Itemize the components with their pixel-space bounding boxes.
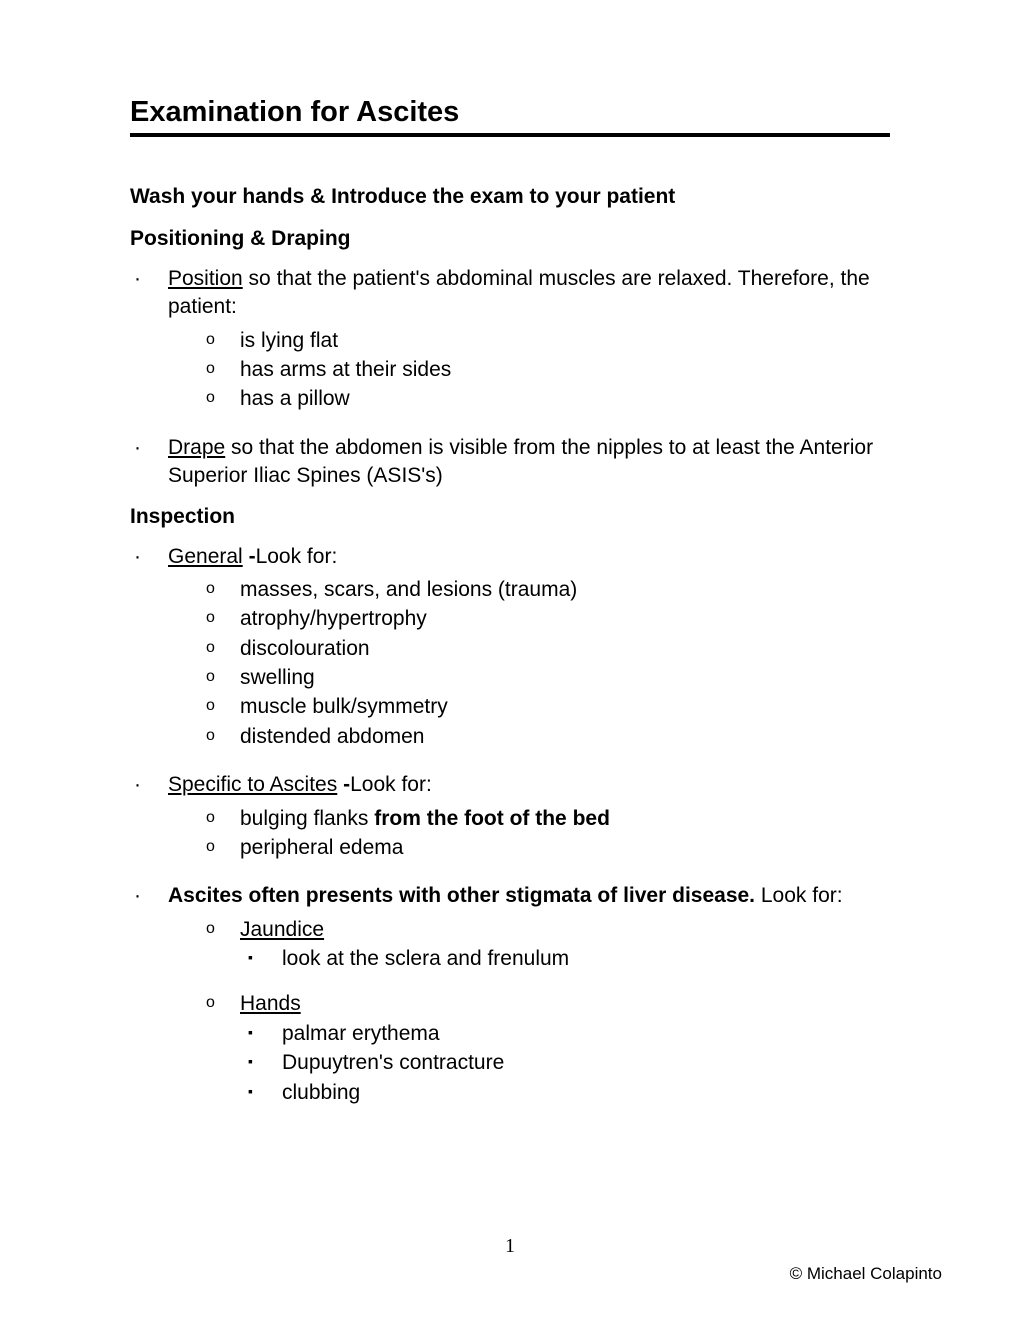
positioning-heading: Positioning & Draping bbox=[130, 227, 890, 251]
circle-bullet: o bbox=[206, 575, 240, 604]
bulging-bold: from the foot of the bed bbox=[374, 807, 610, 830]
stigmata-suffix: Look for: bbox=[761, 884, 843, 907]
circle-bullet: o bbox=[206, 915, 240, 944]
circle-bullet: o bbox=[206, 663, 240, 692]
bullet-text: Specific to Ascites -Look for: obulging … bbox=[168, 771, 890, 862]
bullet-text: Position so that the patient's abdominal… bbox=[168, 265, 890, 414]
list-item: ▪clubbing bbox=[168, 1078, 890, 1107]
general-suffix: Look for: bbox=[256, 545, 338, 568]
title-rule bbox=[130, 133, 890, 137]
list-item: ▪look at the sclera and frenulum bbox=[168, 944, 890, 973]
drape-label: Drape bbox=[168, 436, 225, 459]
page-number: 1 bbox=[0, 1235, 1020, 1258]
bullet-dot: · bbox=[134, 771, 168, 862]
copyright: © Michael Colapinto bbox=[790, 1264, 942, 1284]
circle-bullet: o bbox=[206, 604, 240, 633]
circle-bullet: o bbox=[206, 326, 240, 355]
circle-bullet: o bbox=[206, 384, 240, 413]
bullet-dot: · bbox=[134, 434, 168, 491]
circle-bullet: o bbox=[206, 634, 240, 663]
list-item: odistended abdomen bbox=[168, 722, 890, 751]
wash-heading: Wash your hands & Introduce the exam to … bbox=[130, 185, 890, 209]
bullet-text: Drape so that the abdomen is visible fro… bbox=[168, 434, 890, 491]
stigmata-sublist: oJaundice ▪look at the sclera and frenul… bbox=[168, 915, 890, 1107]
circle-bullet: o bbox=[206, 692, 240, 721]
stigmata-bold: Ascites often presents with other stigma… bbox=[168, 884, 755, 907]
hands-label: Hands bbox=[240, 992, 301, 1015]
list-item: obulging flanks from the foot of the bed bbox=[168, 804, 890, 833]
list-item: oJaundice bbox=[168, 915, 890, 944]
position-text: so that the patient's abdominal muscles … bbox=[168, 267, 870, 318]
list-item: ois lying flat bbox=[168, 326, 890, 355]
drape-bullet: · Drape so that the abdomen is visible f… bbox=[130, 434, 890, 491]
bullet-dot: · bbox=[134, 882, 168, 1107]
circle-bullet: o bbox=[206, 804, 240, 833]
list-item: odiscolouration bbox=[168, 634, 890, 663]
list-item: oswelling bbox=[168, 663, 890, 692]
position-label: Position bbox=[168, 267, 243, 290]
specific-label: Specific to Ascites bbox=[168, 773, 337, 796]
square-bullet: ▪ bbox=[248, 1048, 282, 1077]
square-bullet: ▪ bbox=[248, 944, 282, 973]
general-bullet: · General -Look for: omasses, scars, and… bbox=[130, 543, 890, 752]
general-label: General bbox=[168, 545, 243, 568]
list-item: oHands bbox=[168, 989, 890, 1018]
list-item: omuscle bulk/symmetry bbox=[168, 692, 890, 721]
bullet-text: General -Look for: omasses, scars, and l… bbox=[168, 543, 890, 752]
circle-bullet: o bbox=[206, 989, 240, 1018]
page-title: Examination for Ascites bbox=[130, 96, 890, 129]
drape-text: so that the abdomen is visible from the … bbox=[168, 436, 873, 487]
list-item: oatrophy/hypertrophy bbox=[168, 604, 890, 633]
position-bullet: · Position so that the patient's abdomin… bbox=[130, 265, 890, 414]
circle-bullet: o bbox=[206, 833, 240, 862]
list-item: omasses, scars, and lesions (trauma) bbox=[168, 575, 890, 604]
list-item: ▪palmar erythema bbox=[168, 1019, 890, 1048]
list-item: ohas a pillow bbox=[168, 384, 890, 413]
inspection-heading: Inspection bbox=[130, 505, 890, 529]
bullet-dot: · bbox=[134, 265, 168, 414]
jaundice-label: Jaundice bbox=[240, 918, 324, 941]
list-item: ▪Dupuytren's contracture bbox=[168, 1048, 890, 1077]
specific-bullet: · Specific to Ascites -Look for: obulgin… bbox=[130, 771, 890, 862]
stigmata-bullet: · Ascites often presents with other stig… bbox=[130, 882, 890, 1107]
list-item: operipheral edema bbox=[168, 833, 890, 862]
circle-bullet: o bbox=[206, 355, 240, 384]
specific-sublist: obulging flanks from the foot of the bed… bbox=[168, 804, 890, 863]
square-bullet: ▪ bbox=[248, 1019, 282, 1048]
specific-suffix: Look for: bbox=[350, 773, 432, 796]
position-sublist: ois lying flat ohas arms at their sides … bbox=[168, 326, 890, 414]
general-sublist: omasses, scars, and lesions (trauma) oat… bbox=[168, 575, 890, 751]
circle-bullet: o bbox=[206, 722, 240, 751]
document-page: Examination for Ascites Wash your hands … bbox=[0, 0, 1020, 1171]
bullet-dot: · bbox=[134, 543, 168, 752]
bullet-text: Ascites often presents with other stigma… bbox=[168, 882, 890, 1107]
square-bullet: ▪ bbox=[248, 1078, 282, 1107]
bulging-text: bulging flanks bbox=[240, 807, 374, 830]
list-item: ohas arms at their sides bbox=[168, 355, 890, 384]
